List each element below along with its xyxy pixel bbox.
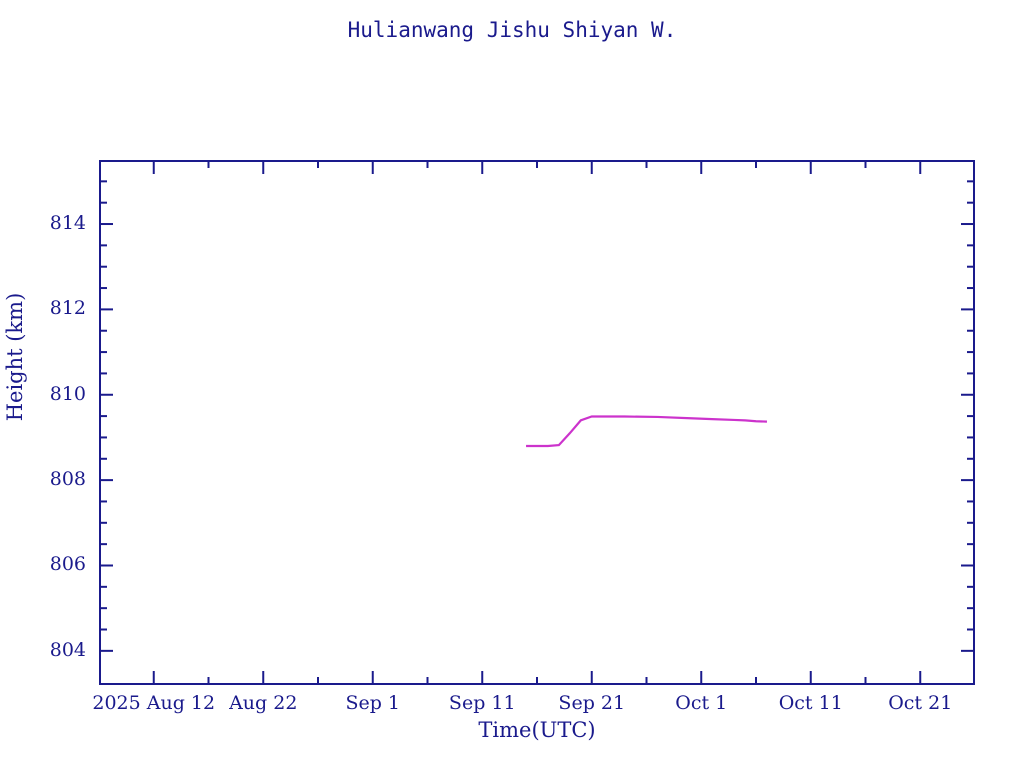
y-tick-label: 810 bbox=[49, 382, 86, 405]
y-tick-label: 804 bbox=[49, 638, 86, 661]
x-tick-label: Sep 1 bbox=[345, 692, 401, 714]
plot-area bbox=[99, 160, 975, 685]
x-tick-label: 2025 Aug 12 bbox=[92, 692, 216, 714]
x-axis-title: Time(UTC) bbox=[478, 718, 596, 742]
x-tick-label: Oct 11 bbox=[778, 692, 843, 714]
x-tick-label: Aug 22 bbox=[229, 692, 298, 714]
x-tick-label: Sep 11 bbox=[448, 692, 516, 714]
x-tick-label: Oct 1 bbox=[675, 692, 728, 714]
x-tick-label: Sep 21 bbox=[558, 692, 626, 714]
y-tick-label: 808 bbox=[49, 468, 86, 491]
y-tick-label: 806 bbox=[49, 553, 86, 576]
y-tick-label: 812 bbox=[49, 297, 86, 320]
y-tick-label: 814 bbox=[49, 212, 86, 235]
page-title: Hulianwang Jishu Shiyan W. bbox=[347, 18, 677, 42]
x-tick-label: Oct 21 bbox=[888, 692, 953, 714]
